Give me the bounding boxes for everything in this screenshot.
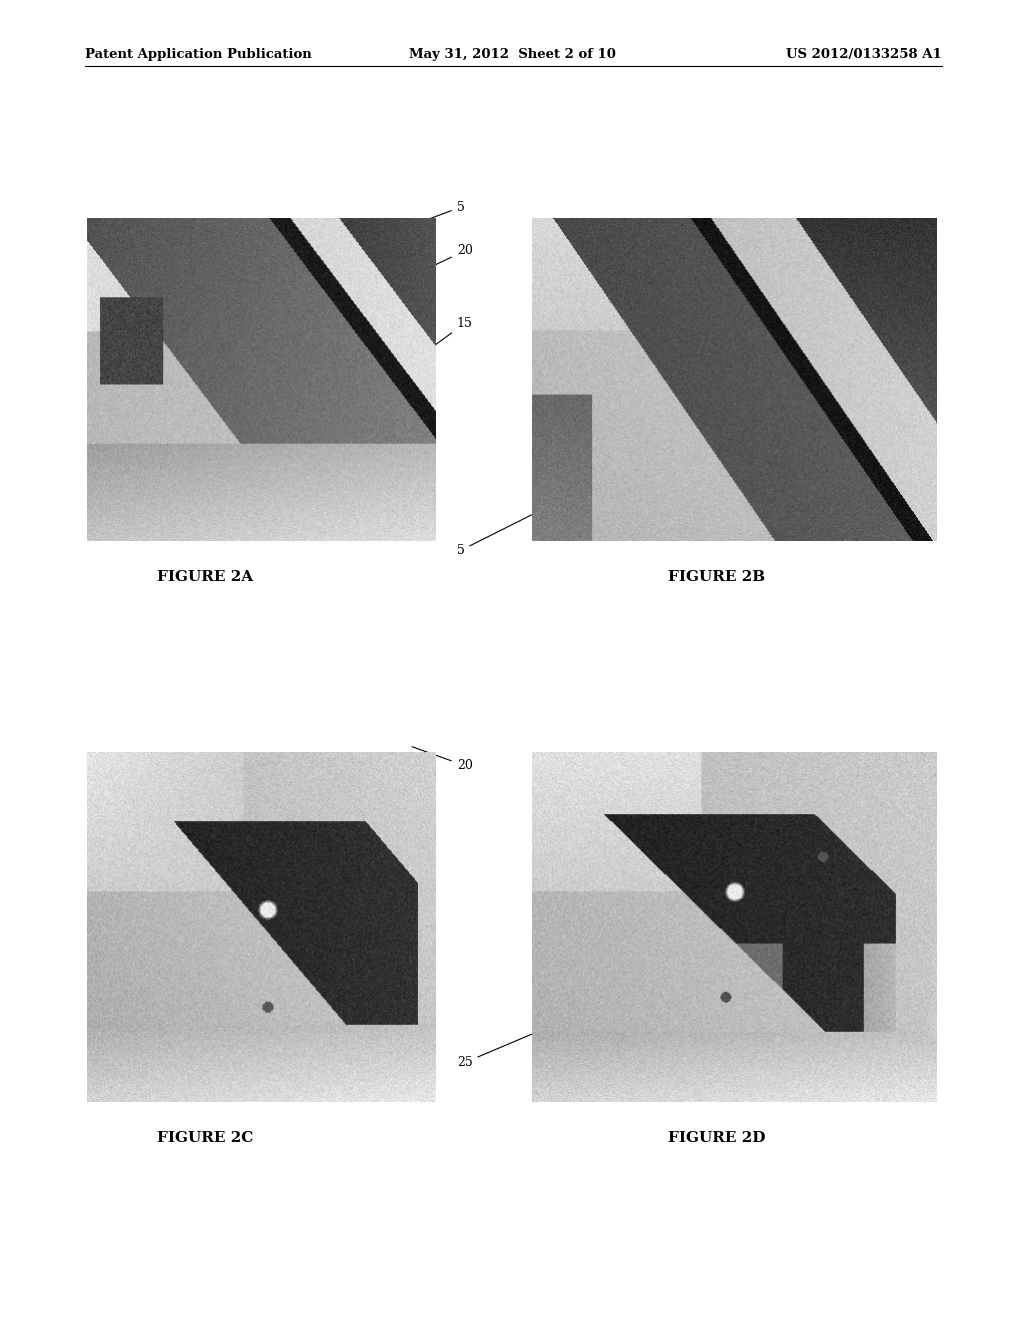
Text: 20: 20 — [412, 244, 473, 276]
Text: FIGURE 2B: FIGURE 2B — [669, 570, 765, 585]
Text: May 31, 2012  Sheet 2 of 10: May 31, 2012 Sheet 2 of 10 — [409, 49, 615, 61]
Text: Patent Application Publication: Patent Application Publication — [85, 49, 311, 61]
Text: 5: 5 — [428, 201, 465, 219]
Text: FIGURE 2A: FIGURE 2A — [157, 570, 253, 585]
Text: FIGURE 2D: FIGURE 2D — [668, 1131, 766, 1146]
Text: FIGURE 2C: FIGURE 2C — [157, 1131, 253, 1146]
Text: US 2012/0133258 A1: US 2012/0133258 A1 — [786, 49, 942, 61]
Text: 15: 15 — [427, 317, 473, 351]
Text: 5: 5 — [457, 503, 556, 557]
Text: 25: 25 — [457, 1024, 556, 1069]
Text: 20: 20 — [413, 747, 473, 772]
